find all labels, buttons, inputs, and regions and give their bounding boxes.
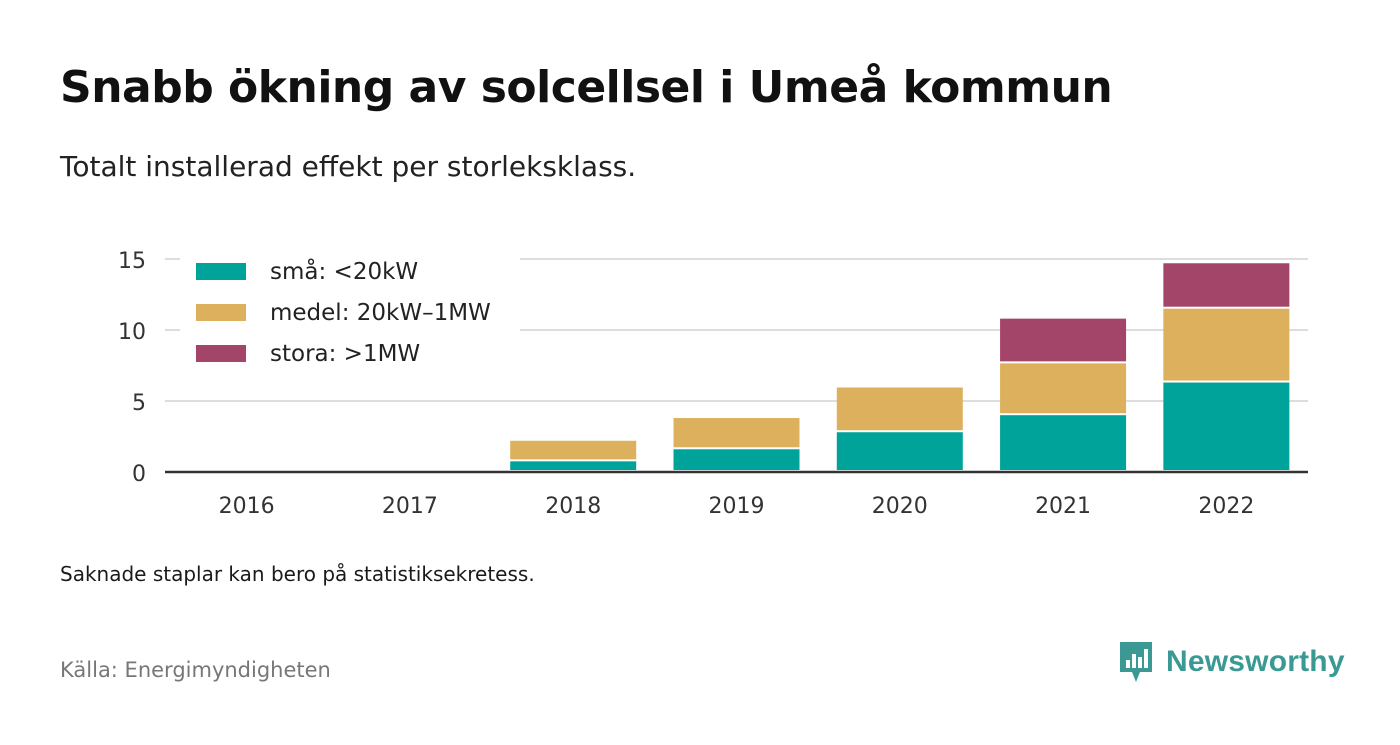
x-tick-label: 2017: [382, 494, 438, 519]
x-tick-label: 2019: [709, 494, 765, 519]
bar-segment: [836, 432, 963, 470]
brand-logo-link[interactable]: Newsworthy: [1118, 640, 1345, 684]
y-tick-label: 0: [132, 462, 146, 487]
bar-segment: [1163, 263, 1290, 307]
bar-segment: [1000, 415, 1127, 470]
chart-subtitle: Totalt installerad effekt per storlekskl…: [60, 150, 637, 183]
legend-swatch: [196, 304, 246, 321]
legend-label: stora: >1MW: [270, 341, 420, 367]
y-tick-label: 15: [118, 249, 146, 274]
bar-segment: [510, 461, 637, 470]
x-tick-label: 2016: [219, 494, 275, 519]
y-tick-label: 5: [132, 391, 146, 416]
source-credit: Källa: Energimyndigheten: [60, 658, 331, 682]
bar-segment: [1163, 382, 1290, 470]
footnote: Saknade staplar kan bero på statistiksek…: [60, 562, 535, 586]
bar-segment: [510, 440, 637, 460]
bar-segment: [1163, 308, 1290, 381]
x-tick-label: 2018: [545, 494, 601, 519]
bar-segment: [673, 449, 800, 470]
legend-swatch: [196, 345, 246, 362]
newsworthy-logo-icon: [1120, 642, 1152, 682]
x-tick-label: 2020: [872, 494, 928, 519]
bar-segment: [673, 418, 800, 448]
x-tick-label: 2022: [1198, 494, 1254, 519]
legend-label: medel: 20kW–1MW: [270, 300, 491, 326]
bar-segment: [1000, 363, 1127, 414]
y-tick-label: 10: [118, 320, 146, 345]
bar-segment: [836, 387, 963, 431]
x-tick-label: 2021: [1035, 494, 1091, 519]
legend-label: små: <20kW: [270, 257, 418, 285]
bar-segment: [1000, 318, 1127, 362]
chart-title: Snabb ökning av solcellsel i Umeå kommun: [60, 62, 1113, 113]
legend-swatch: [196, 263, 246, 280]
stacked-bar-chart: 0 5 10 15 2016 2017 2018 2019 2020 2021 2022 små: <…: [118, 249, 1308, 519]
brand-name: Newsworthy: [1166, 645, 1345, 678]
